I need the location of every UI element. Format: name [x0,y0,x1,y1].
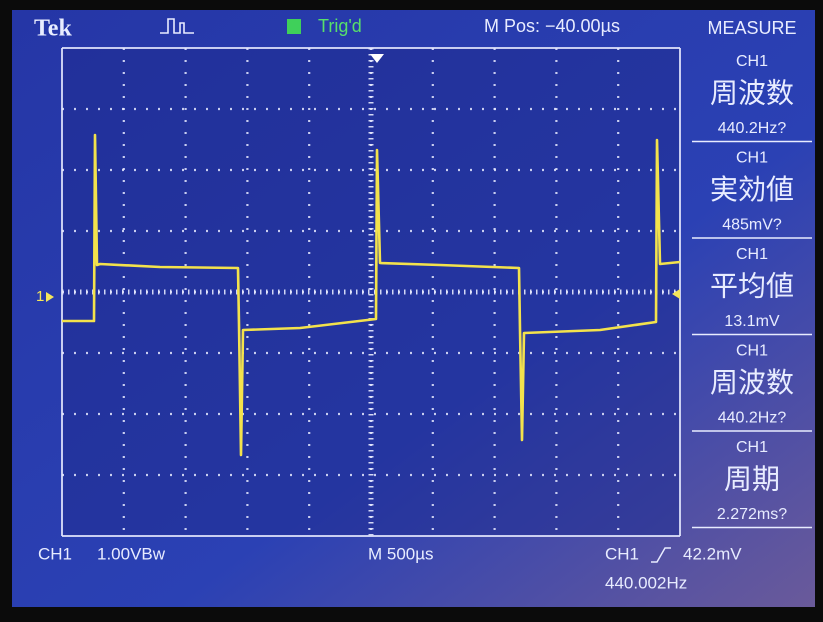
channel-label: CH1 [38,544,72,563]
measure-value: 13.1mV [724,313,779,330]
page: Tek Trig'd M Pos: −40.00µs MEASURE 1 CH1… [0,0,823,617]
trigger-status: Trig'd [318,16,362,36]
trigger-level: 42.2mV [683,544,742,563]
measure-type: 周波数 [710,367,794,398]
measure-value: 485mV? [722,217,782,234]
measure-value: 440.2Hz? [718,120,787,137]
measure-source: CH1 [736,343,768,360]
measure-type: 実効値 [710,174,794,205]
measure-value: 2.272ms? [717,506,787,523]
oscilloscope-screen: Tek Trig'd M Pos: −40.00µs MEASURE 1 CH1… [0,0,823,617]
horizontal-position: M Pos: −40.00µs [484,16,620,36]
vertical-scale: 1.00VBw [97,544,166,563]
channel-marker: 1 [36,288,44,305]
measure-type: 周期 [724,463,780,494]
measure-source: CH1 [736,439,768,456]
trigger-frequency: 440.002Hz [605,573,687,592]
brand: Tek [34,16,72,42]
menu-title: MEASURE [707,18,796,38]
measure-value: 440.2Hz? [718,410,787,427]
trigger-source: CH1 [605,544,639,563]
measure-source: CH1 [736,150,768,167]
measure-source: CH1 [736,53,768,70]
timebase: M 500µs [368,544,434,563]
measure-source: CH1 [736,246,768,263]
measure-type: 周波数 [710,77,794,108]
trigger-icon [287,19,301,34]
measure-type: 平均値 [710,270,794,301]
